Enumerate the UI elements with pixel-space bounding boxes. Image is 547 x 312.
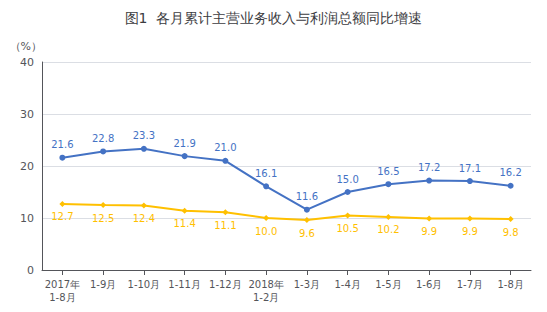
- svg-text:1-9月: 1-9月: [90, 279, 116, 290]
- svg-text:1-12月: 1-12月: [209, 279, 242, 290]
- svg-text:0: 0: [27, 264, 34, 277]
- svg-text:21.9: 21.9: [173, 138, 195, 149]
- svg-text:9.9: 9.9: [421, 226, 437, 237]
- svg-text:16.1: 16.1: [255, 168, 277, 179]
- svg-text:10: 10: [20, 212, 34, 225]
- svg-text:10.2: 10.2: [377, 224, 399, 235]
- svg-text:1-6月: 1-6月: [416, 279, 442, 290]
- svg-text:11.4: 11.4: [173, 218, 195, 229]
- svg-text:1-4月: 1-4月: [334, 279, 360, 290]
- svg-text:2018年: 2018年: [248, 279, 283, 290]
- svg-text:10.0: 10.0: [255, 226, 277, 237]
- svg-text:1-11月: 1-11月: [168, 279, 201, 290]
- svg-text:1-8月: 1-8月: [49, 292, 75, 303]
- svg-text:12.7: 12.7: [51, 211, 73, 222]
- svg-text:1-3月: 1-3月: [294, 279, 320, 290]
- svg-text:2017年: 2017年: [45, 279, 80, 290]
- svg-text:12.5: 12.5: [92, 213, 114, 224]
- svg-text:10.5: 10.5: [336, 223, 358, 234]
- svg-text:21.0: 21.0: [214, 142, 236, 153]
- svg-text:1-10月: 1-10月: [128, 279, 161, 290]
- svg-text:1-5月: 1-5月: [375, 279, 401, 290]
- svg-text:9.9: 9.9: [462, 226, 478, 237]
- svg-text:16.5: 16.5: [377, 166, 399, 177]
- svg-text:20: 20: [20, 160, 34, 173]
- svg-text:1-2月: 1-2月: [253, 292, 279, 303]
- svg-text:9.8: 9.8: [503, 227, 519, 238]
- svg-text:22.8: 22.8: [92, 133, 114, 144]
- svg-text:11.1: 11.1: [214, 220, 236, 231]
- svg-text:11.6: 11.6: [296, 191, 318, 202]
- svg-text:23.3: 23.3: [133, 130, 155, 141]
- svg-text:1-7月: 1-7月: [457, 279, 483, 290]
- svg-text:16.2: 16.2: [499, 167, 521, 178]
- svg-text:21.6: 21.6: [51, 139, 73, 150]
- svg-text:12.4: 12.4: [133, 213, 155, 224]
- svg-text:17.2: 17.2: [418, 162, 440, 173]
- svg-text:15.0: 15.0: [336, 174, 358, 185]
- svg-text:9.6: 9.6: [299, 228, 315, 239]
- svg-text:17.1: 17.1: [459, 163, 481, 174]
- svg-text:30: 30: [20, 108, 34, 121]
- svg-text:图1 各月累计主营业务收入与利润总额同比增速: 图1 各月累计主营业务收入与利润总额同比增速: [125, 10, 423, 26]
- svg-text:（%）: （%）: [10, 40, 42, 53]
- svg-text:40: 40: [20, 56, 34, 69]
- svg-text:1-8月: 1-8月: [497, 279, 523, 290]
